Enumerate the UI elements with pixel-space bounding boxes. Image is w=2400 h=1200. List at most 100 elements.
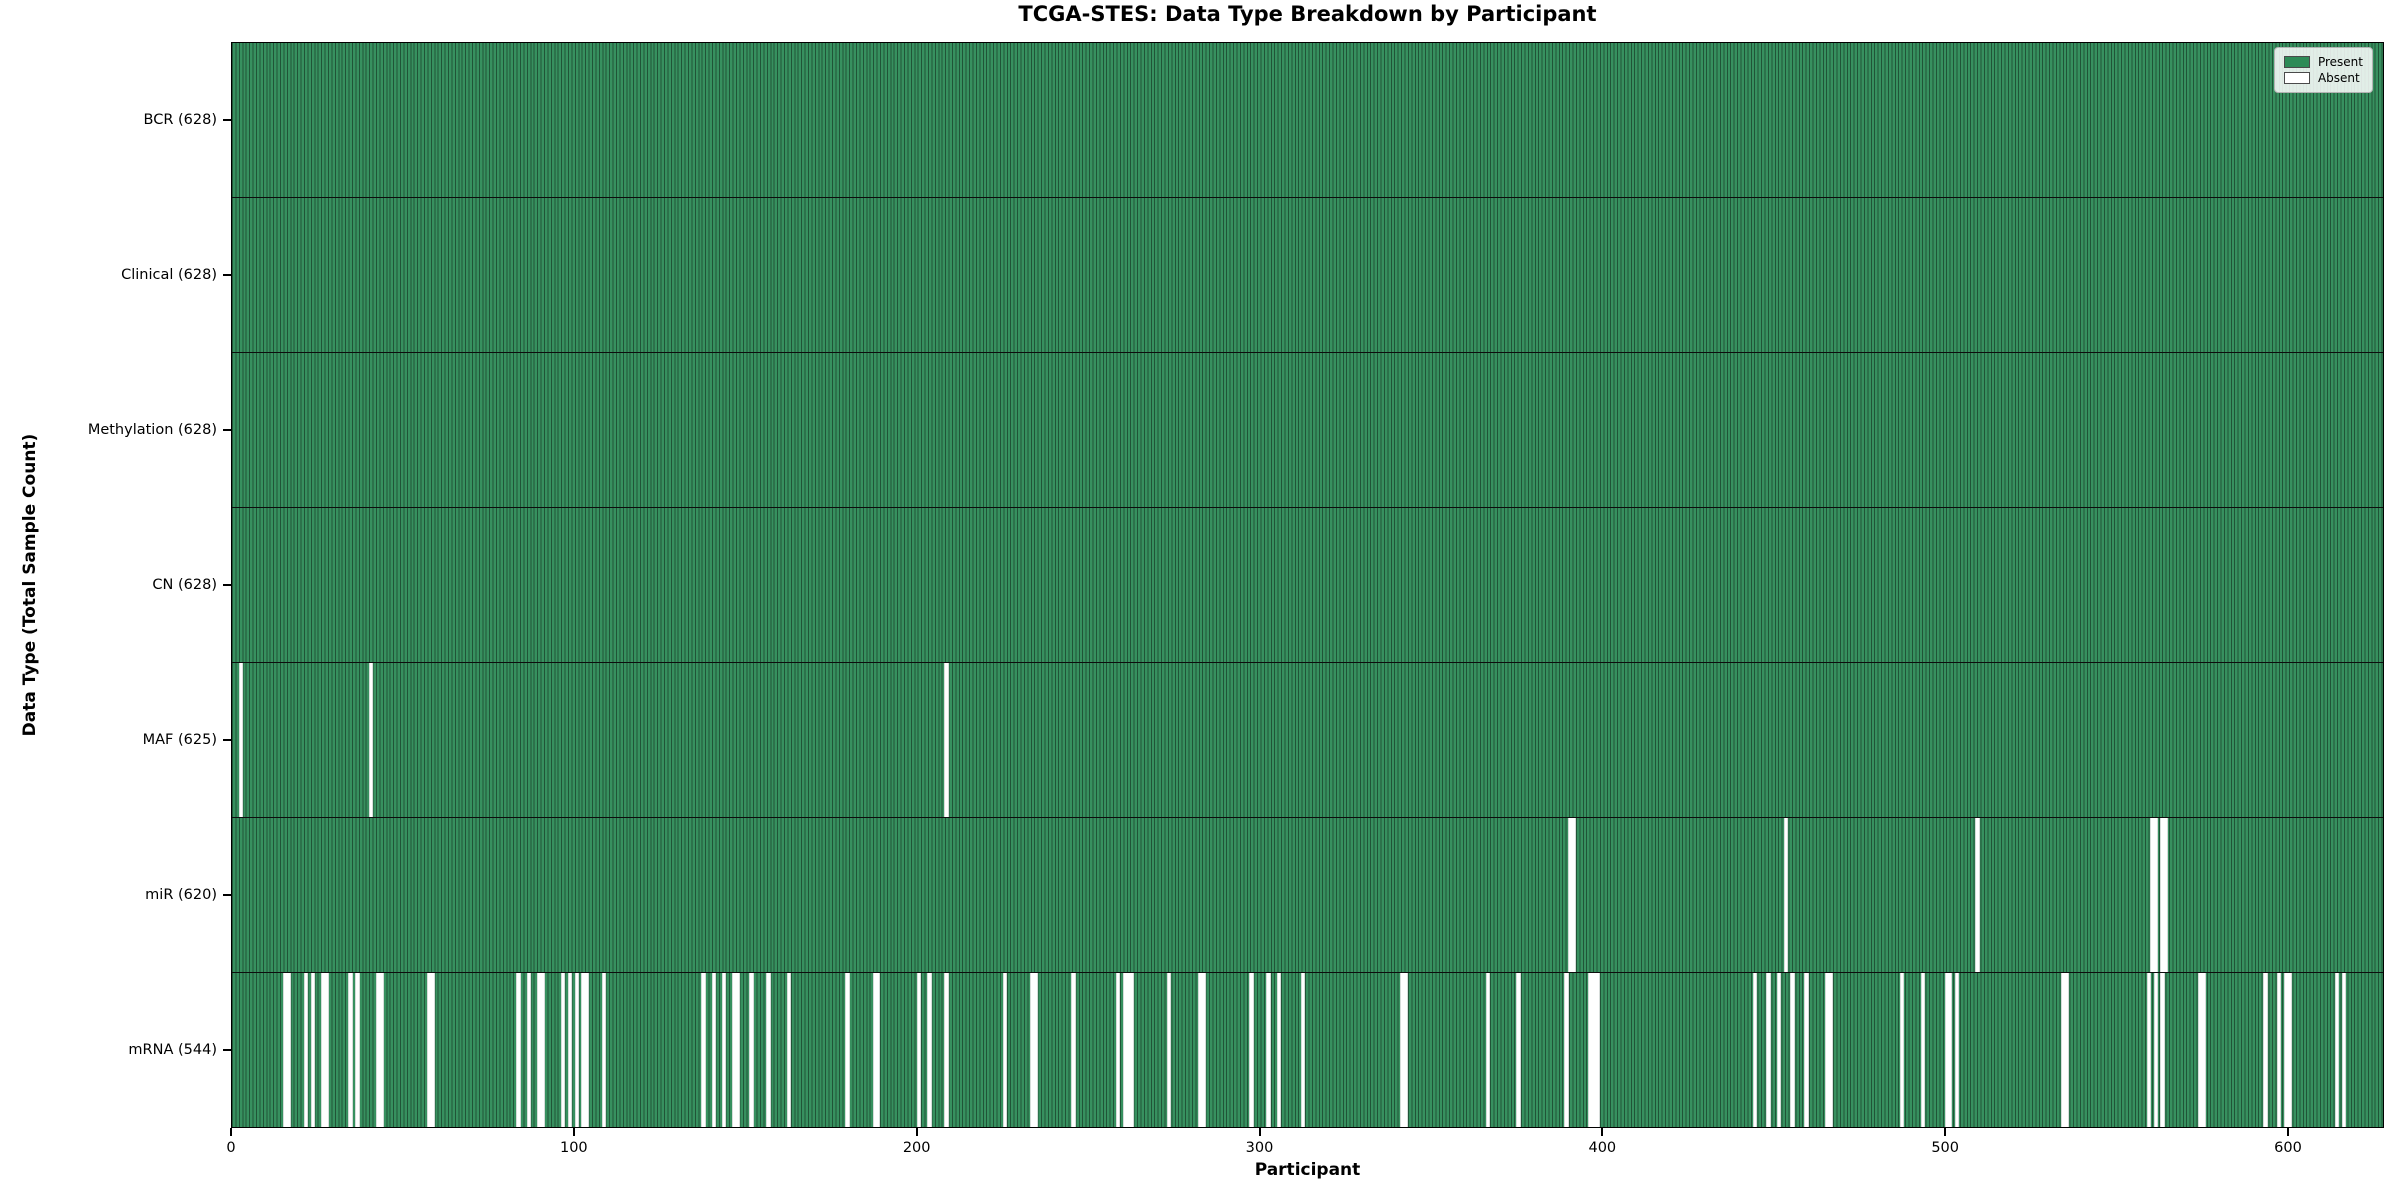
present-swatch-icon — [2283, 56, 2310, 68]
absent-gap — [1944, 973, 1953, 1127]
absent-gap — [2150, 818, 2158, 972]
absent-gap — [303, 973, 309, 1127]
row-CN — [232, 508, 2383, 663]
absent-gap — [560, 973, 566, 1127]
x-tick-mark — [915, 1128, 918, 1136]
y-tick-label: miR (620) — [145, 887, 217, 904]
absent-gap — [944, 663, 949, 817]
absent-gap — [1900, 973, 1905, 1127]
y-tick-mark — [223, 584, 231, 586]
absent-gap — [1249, 973, 1254, 1127]
y-tick-mark — [223, 1049, 231, 1052]
legend: Present Absent — [2273, 47, 2373, 93]
absent-gap — [1783, 818, 1789, 972]
absent-gap — [2276, 973, 2282, 1127]
absent-gap — [2263, 973, 2268, 1127]
plot-area: Present Absent — [231, 42, 2384, 1128]
absent-gap — [1920, 973, 1926, 1127]
absent-gap — [1790, 973, 1795, 1127]
y-tick-label: Clinical (628) — [121, 266, 217, 283]
absent-gap — [2061, 973, 2069, 1127]
y-tick-label: mRNA (544) — [128, 1042, 217, 1059]
absent-gap — [1002, 973, 1008, 1127]
x-tick-mark — [1601, 1128, 1604, 1136]
absent-gap — [1564, 973, 1569, 1127]
absent-gap — [721, 973, 727, 1127]
absent-gap — [1516, 973, 1521, 1127]
y-tick-mark — [223, 739, 231, 742]
absent-gap — [238, 663, 244, 817]
x-tick-label: 400 — [1588, 1140, 1617, 1156]
legend-item-absent: Absent — [2283, 71, 2363, 85]
absent-gap — [1567, 818, 1576, 972]
absent-gap — [1167, 973, 1172, 1127]
absent-gap — [1485, 973, 1491, 1127]
y-tick-label: Methylation (628) — [87, 421, 217, 438]
x-tick-mark — [572, 1128, 575, 1136]
absent-gap — [2160, 818, 2169, 972]
absent-gap — [1766, 973, 1771, 1127]
absent-gap — [927, 973, 932, 1127]
x-tick-label: 500 — [1931, 1140, 1960, 1156]
absent-swatch-icon — [2283, 72, 2310, 84]
y-tick-mark — [223, 428, 231, 431]
absent-gap — [1115, 973, 1121, 1127]
row-Clinical — [232, 198, 2383, 353]
chart-title: TCGA-STES: Data Type Breakdown by Partic… — [1018, 2, 1597, 26]
absent-gap — [2153, 973, 2158, 1127]
absent-gap — [701, 973, 706, 1127]
row-miR — [232, 818, 2383, 973]
x-tick-label: 0 — [226, 1140, 236, 1156]
absent-gap — [1975, 818, 1980, 972]
absent-gap — [1030, 973, 1038, 1127]
absent-gap — [369, 663, 374, 817]
absent-gap — [516, 973, 521, 1127]
y-tick-label: BCR (628) — [143, 111, 218, 128]
absent-gap — [2146, 973, 2152, 1127]
absent-gap — [845, 973, 850, 1127]
absent-gap — [1122, 973, 1134, 1127]
absent-gap — [749, 973, 754, 1127]
absent-gap — [944, 973, 949, 1127]
legend-item-present: Present — [2283, 55, 2363, 69]
row-Methylation — [232, 353, 2383, 508]
absent-gap — [1197, 973, 1206, 1127]
absent-gap — [574, 973, 579, 1127]
absent-gap — [536, 973, 545, 1127]
absent-gap — [711, 973, 716, 1127]
absent-gap — [1776, 973, 1782, 1127]
absent-gap — [348, 973, 353, 1127]
absent-gap — [1954, 973, 1960, 1127]
absent-gap — [1588, 973, 1600, 1127]
absent-gap — [427, 973, 436, 1127]
legend-label: Absent — [2317, 71, 2360, 85]
row-BCR — [232, 43, 2383, 198]
absent-gap — [526, 973, 531, 1127]
absent-gap — [1804, 973, 1809, 1127]
y-tick-label: MAF (625) — [142, 732, 217, 749]
x-tick-label: 200 — [902, 1140, 931, 1156]
absent-gap — [2198, 973, 2206, 1127]
absent-gap — [2160, 973, 2165, 1127]
x-axis-label: Participant — [1254, 1160, 1361, 1180]
x-tick-mark — [2287, 1128, 2289, 1136]
y-tick-mark — [223, 894, 231, 897]
row-MAF — [232, 663, 2383, 818]
absent-gap — [567, 973, 573, 1127]
absent-gap — [732, 973, 740, 1127]
absent-gap — [1824, 973, 1833, 1127]
x-tick-label: 600 — [2274, 1140, 2302, 1156]
absent-gap — [1752, 973, 1758, 1127]
absent-gap — [581, 973, 590, 1127]
legend-label: Present — [2317, 55, 2363, 69]
absent-gap — [1300, 973, 1306, 1127]
absent-gap — [917, 973, 922, 1127]
x-tick-label: 300 — [1245, 1140, 1274, 1156]
absent-gap — [1276, 973, 1282, 1127]
absent-gap — [2335, 973, 2340, 1127]
y-tick-mark — [223, 273, 231, 276]
y-tick-mark — [223, 118, 231, 121]
absent-gap — [872, 973, 881, 1127]
absent-gap — [321, 973, 329, 1127]
